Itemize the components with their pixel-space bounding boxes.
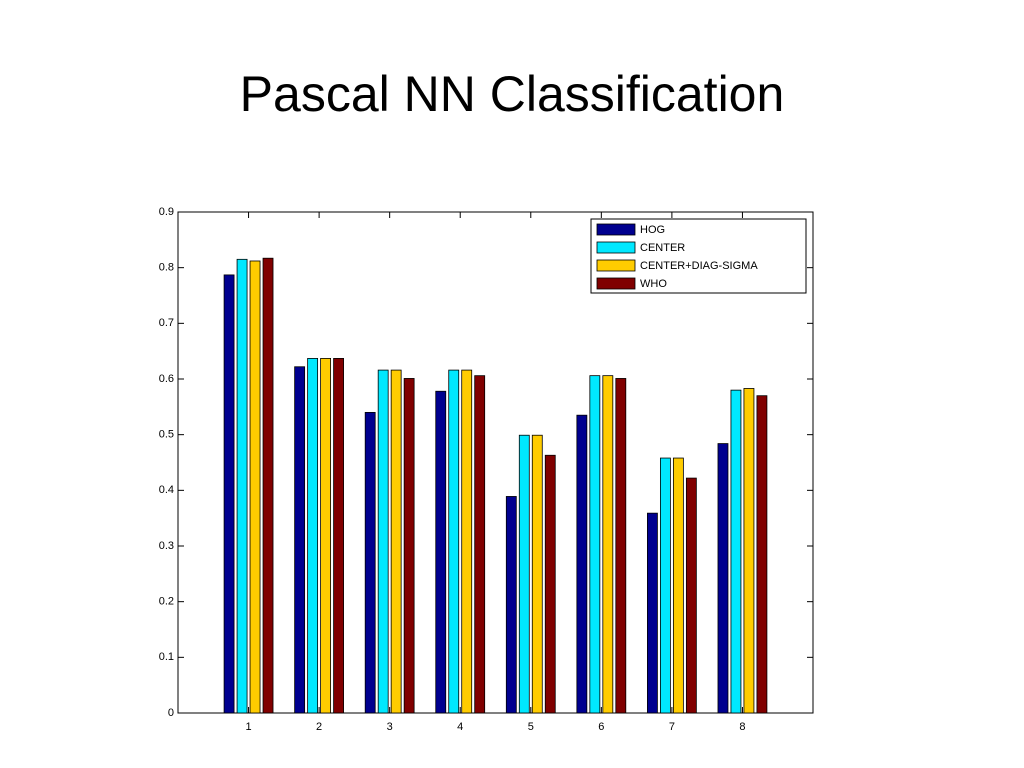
legend-swatch — [596, 241, 636, 254]
bar — [474, 375, 486, 714]
bar — [544, 454, 556, 714]
y-tick-label: 0.2 — [159, 596, 174, 608]
chart-title: Pascal NN Classification — [240, 66, 785, 122]
y-tick-label: 0 — [168, 707, 174, 719]
x-tick-label: 8 — [739, 721, 745, 733]
y-tick-label: 0.3 — [159, 540, 174, 552]
x-tick-label: 3 — [387, 721, 393, 733]
bar — [743, 388, 755, 714]
bar — [756, 395, 768, 714]
plot-area — [177, 211, 814, 714]
x-tick-label: 6 — [598, 721, 604, 733]
bar — [364, 411, 376, 714]
y-tick-label: 0.7 — [159, 317, 174, 329]
y-tick-label: 0.4 — [159, 484, 174, 496]
bar — [249, 260, 261, 714]
y-tick-label: 0.6 — [159, 373, 174, 385]
legend-label: CENTER+DIAG-SIGMA — [640, 260, 758, 272]
bar — [223, 274, 235, 714]
bar — [518, 434, 530, 714]
bar — [730, 389, 742, 714]
y-tick-label: 0.8 — [159, 262, 174, 274]
bar — [320, 358, 332, 714]
y-tick-label: 0.9 — [159, 206, 174, 218]
bar — [717, 443, 729, 714]
y-tick-label: 0.1 — [159, 651, 174, 663]
x-tick-label: 5 — [528, 721, 534, 733]
bar — [647, 512, 658, 714]
bar — [236, 258, 248, 714]
bar — [435, 390, 447, 714]
bar — [461, 369, 473, 714]
legend-label: HOG — [640, 224, 665, 236]
legend-label: WHO — [640, 278, 667, 290]
x-tick-label: 4 — [457, 721, 463, 733]
x-tick-label: 1 — [245, 721, 251, 733]
bar — [377, 369, 389, 714]
y-tick-label: 0.5 — [159, 429, 174, 441]
bar — [448, 369, 460, 714]
legend-swatch — [596, 259, 636, 272]
x-tick-label: 2 — [316, 721, 322, 733]
legend-swatch — [596, 277, 636, 290]
legend-swatch — [596, 223, 636, 236]
bar — [390, 369, 402, 714]
bar — [403, 378, 415, 714]
bar — [531, 434, 543, 714]
bar — [672, 457, 684, 714]
bar — [589, 375, 601, 714]
bar — [602, 375, 614, 714]
bar — [262, 257, 274, 714]
bar — [307, 358, 319, 714]
bar — [294, 366, 306, 714]
bar — [685, 477, 697, 714]
bar — [333, 358, 344, 714]
x-tick-label: 7 — [669, 721, 675, 733]
bar — [576, 414, 588, 714]
bar — [505, 496, 517, 714]
legend-label: CENTER — [640, 242, 685, 254]
bar — [659, 457, 671, 714]
bar — [615, 378, 627, 714]
